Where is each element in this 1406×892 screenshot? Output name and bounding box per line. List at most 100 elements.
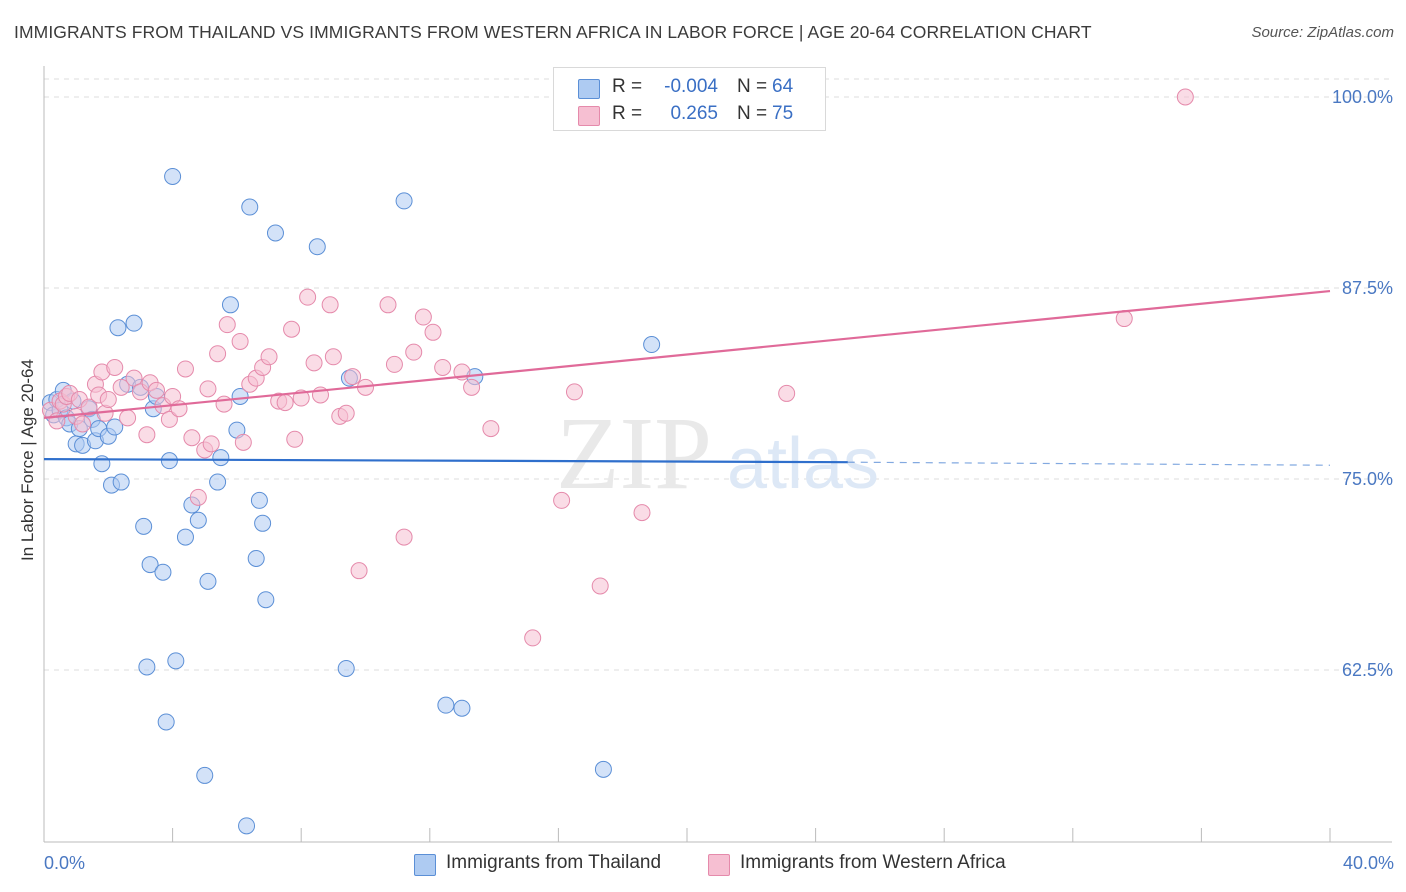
y-tick-label-2: 75.0% — [1342, 469, 1393, 489]
western-africa-point-69 — [565, 383, 583, 401]
thailand-point-29 — [154, 563, 172, 581]
x-tick-max: 40.0% — [1342, 853, 1394, 873]
thailand-point-25 — [138, 658, 156, 676]
western-africa-point-55 — [350, 562, 368, 580]
thailand-trend-line — [43, 458, 848, 464]
thailand-point-54 — [395, 192, 413, 210]
y-tick-labels: 100.0% 87.5% 75.0% 62.5% — [1332, 87, 1393, 680]
thailand-point-45 — [241, 198, 259, 216]
western-africa-point-37 — [234, 433, 252, 451]
thailand-point-40 — [212, 449, 230, 467]
y-tick-label-1: 87.5% — [1342, 278, 1393, 298]
western-africa-point-45 — [286, 430, 304, 448]
thailand-point-34 — [176, 528, 194, 546]
legend-r-value: 0.265 — [670, 103, 718, 124]
thailand-point-38 — [199, 572, 217, 590]
western-africa-point-71 — [633, 504, 651, 522]
watermark: ZIP atlas — [556, 396, 879, 511]
western-africa-point-41 — [260, 348, 278, 366]
western-africa-point-47 — [299, 288, 317, 306]
legend-swatch-pink — [578, 106, 600, 126]
legend-row-western-africa: R = 0.265 N = 75 — [554, 103, 825, 127]
western-africa-point-48 — [305, 354, 323, 372]
thailand-point-59 — [643, 336, 661, 354]
western-africa-point-43 — [276, 394, 294, 412]
thailand-point-39 — [209, 473, 227, 491]
western-africa-point-15 — [106, 358, 124, 376]
thailand-point-24 — [135, 517, 153, 535]
western-africa-point-63 — [434, 358, 452, 376]
western-africa-point-32 — [202, 435, 220, 453]
western-africa-point-9 — [80, 398, 98, 416]
series-western-africa-points — [41, 88, 1194, 647]
thailand-point-56 — [453, 699, 471, 717]
western-africa-point-50 — [321, 296, 339, 314]
thailand-point-33 — [167, 652, 185, 670]
legend-label-western-africa: Immigrants from Western Africa — [740, 852, 1006, 873]
western-africa-point-18 — [125, 369, 143, 387]
series-thailand-points — [41, 86, 789, 835]
legend-swatch-blue — [414, 854, 436, 876]
western-africa-point-31 — [199, 380, 217, 398]
western-africa-point-20 — [138, 426, 156, 444]
thailand-point-50 — [266, 224, 284, 242]
western-africa-point-57 — [379, 296, 397, 314]
western-africa-point-53 — [337, 404, 355, 422]
western-africa-point-17 — [119, 409, 137, 427]
western-africa-point-29 — [189, 488, 207, 506]
thailand-point-58 — [594, 760, 612, 778]
watermark-atlas: atlas — [727, 424, 879, 504]
trend-lines — [43, 289, 1331, 466]
thailand-point-47 — [250, 491, 268, 509]
legend-r-label: R = — [612, 76, 643, 97]
thailand-point-32 — [164, 167, 182, 185]
western-africa-point-70 — [591, 577, 609, 595]
axes — [43, 66, 1392, 843]
western-africa-point-16 — [112, 378, 130, 396]
western-africa-point-67 — [524, 629, 542, 647]
legend-n-value: 64 — [772, 76, 794, 97]
thailand-point-48 — [254, 514, 272, 532]
thailand-point-44 — [238, 817, 256, 835]
source-label: Source: ZipAtlas.com — [1251, 24, 1394, 41]
western-africa-point-14 — [99, 391, 117, 409]
western-africa-point-44 — [283, 320, 301, 338]
western-africa-point-35 — [218, 316, 236, 334]
thailand-point-30 — [157, 713, 175, 731]
thailand-point-20 — [112, 473, 130, 491]
western-africa-point-58 — [385, 355, 403, 373]
western-africa-point-62 — [424, 323, 442, 341]
legend-r-value: -0.004 — [664, 76, 718, 97]
western-africa-point-60 — [405, 343, 423, 361]
western-africa-point-59 — [395, 528, 413, 546]
western-africa-point-8 — [74, 415, 92, 433]
legend-swatch-pink — [708, 854, 730, 876]
western-africa-point-27 — [176, 360, 194, 378]
thailand-point-19 — [109, 319, 127, 337]
thailand-point-36 — [189, 511, 207, 529]
thailand-point-41 — [221, 296, 239, 314]
legend-swatch-blue — [578, 79, 600, 99]
chart-title: IMMIGRANTS FROM THAILAND VS IMMIGRANTS F… — [14, 22, 1092, 42]
watermark-zip: ZIP — [556, 396, 712, 511]
western-africa-point-54 — [344, 368, 362, 386]
western-africa-point-68 — [553, 491, 571, 509]
legend-n-label: N = — [737, 103, 768, 124]
western-africa-trend-line — [43, 289, 1331, 419]
thailand-point-37 — [196, 766, 214, 784]
thailand-point-43 — [231, 387, 249, 405]
thailand-trend-extension — [847, 461, 1331, 466]
western-africa-point-61 — [414, 308, 432, 326]
legend-row-thailand: R = -0.004 N = 64 — [554, 76, 825, 100]
y-tick-label-3: 62.5% — [1342, 660, 1393, 680]
thailand-point-51 — [308, 238, 326, 256]
western-africa-point-72 — [778, 384, 796, 402]
thailand-point-46 — [247, 549, 265, 567]
thailand-point-55 — [437, 696, 455, 714]
western-africa-point-74 — [1176, 88, 1194, 106]
x-tick-min: 0.0% — [44, 853, 86, 873]
thailand-point-18 — [106, 418, 124, 436]
thailand-point-52 — [337, 659, 355, 677]
western-africa-point-28 — [183, 429, 201, 447]
